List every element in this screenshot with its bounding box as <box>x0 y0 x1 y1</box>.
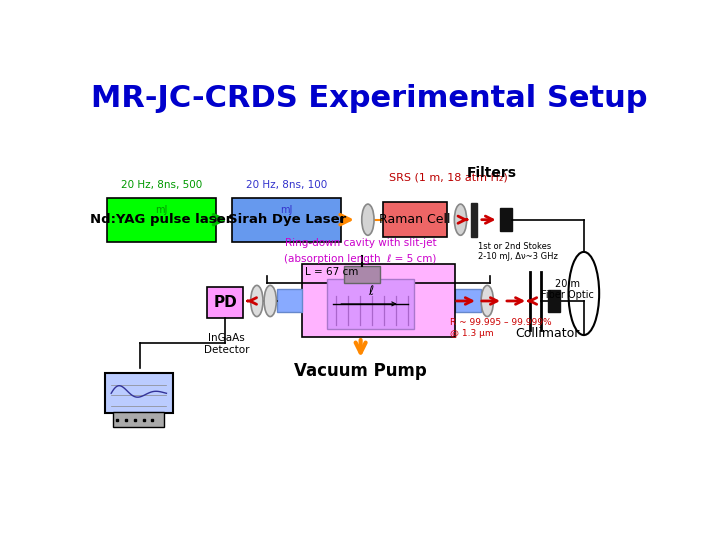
Text: Collimator: Collimator <box>516 327 580 340</box>
Text: SRS (1 m, 18 atm H₂): SRS (1 m, 18 atm H₂) <box>389 172 508 182</box>
Ellipse shape <box>569 252 599 335</box>
FancyBboxPatch shape <box>500 208 513 231</box>
Text: Nd:YAG pulse laser: Nd:YAG pulse laser <box>90 213 233 226</box>
Text: Ring-down cavity with slit-jet: Ring-down cavity with slit-jet <box>285 238 436 248</box>
FancyBboxPatch shape <box>233 198 341 241</box>
FancyBboxPatch shape <box>114 412 164 427</box>
FancyBboxPatch shape <box>344 266 380 283</box>
FancyBboxPatch shape <box>548 289 560 313</box>
Text: InGaAs
Detector: InGaAs Detector <box>204 333 249 355</box>
Text: 20 m
Fiber Optic: 20 m Fiber Optic <box>541 279 593 300</box>
Text: MR-JC-CRDS Experimental Setup: MR-JC-CRDS Experimental Setup <box>91 84 647 112</box>
Text: Sirah Dye Laser: Sirah Dye Laser <box>228 213 346 226</box>
FancyBboxPatch shape <box>456 289 481 312</box>
FancyBboxPatch shape <box>383 202 447 238</box>
FancyBboxPatch shape <box>471 203 477 237</box>
FancyBboxPatch shape <box>277 289 302 312</box>
FancyBboxPatch shape <box>207 287 243 319</box>
Text: 20 Hz, 8ns, 100: 20 Hz, 8ns, 100 <box>246 179 328 190</box>
Text: (absorption length  ℓ = 5 cm): (absorption length ℓ = 5 cm) <box>284 254 437 265</box>
Ellipse shape <box>454 204 467 235</box>
Text: Filters: Filters <box>467 166 517 180</box>
Ellipse shape <box>361 204 374 235</box>
Text: PD: PD <box>213 295 237 310</box>
FancyBboxPatch shape <box>105 373 173 413</box>
FancyBboxPatch shape <box>302 265 456 337</box>
Text: 1st or 2nd Stokes
2-10 mJ, Δν~3 GHz: 1st or 2nd Stokes 2-10 mJ, Δν~3 GHz <box>478 241 558 261</box>
Text: R ~ 99.995 – 99.999%
@ 1.3 μm: R ~ 99.995 – 99.999% @ 1.3 μm <box>450 319 552 338</box>
Text: Vacuum Pump: Vacuum Pump <box>294 362 427 380</box>
Text: Raman Cell: Raman Cell <box>379 213 451 226</box>
Text: mJ: mJ <box>281 205 293 215</box>
Text: L = 67 cm: L = 67 cm <box>305 267 359 277</box>
Ellipse shape <box>251 285 263 316</box>
Text: ℓ: ℓ <box>368 285 373 298</box>
FancyBboxPatch shape <box>327 279 413 329</box>
Ellipse shape <box>264 285 276 316</box>
Text: 20 Hz, 8ns, 500: 20 Hz, 8ns, 500 <box>120 179 202 190</box>
Text: mJ: mJ <box>155 205 167 215</box>
Ellipse shape <box>481 285 493 316</box>
FancyBboxPatch shape <box>107 198 215 241</box>
